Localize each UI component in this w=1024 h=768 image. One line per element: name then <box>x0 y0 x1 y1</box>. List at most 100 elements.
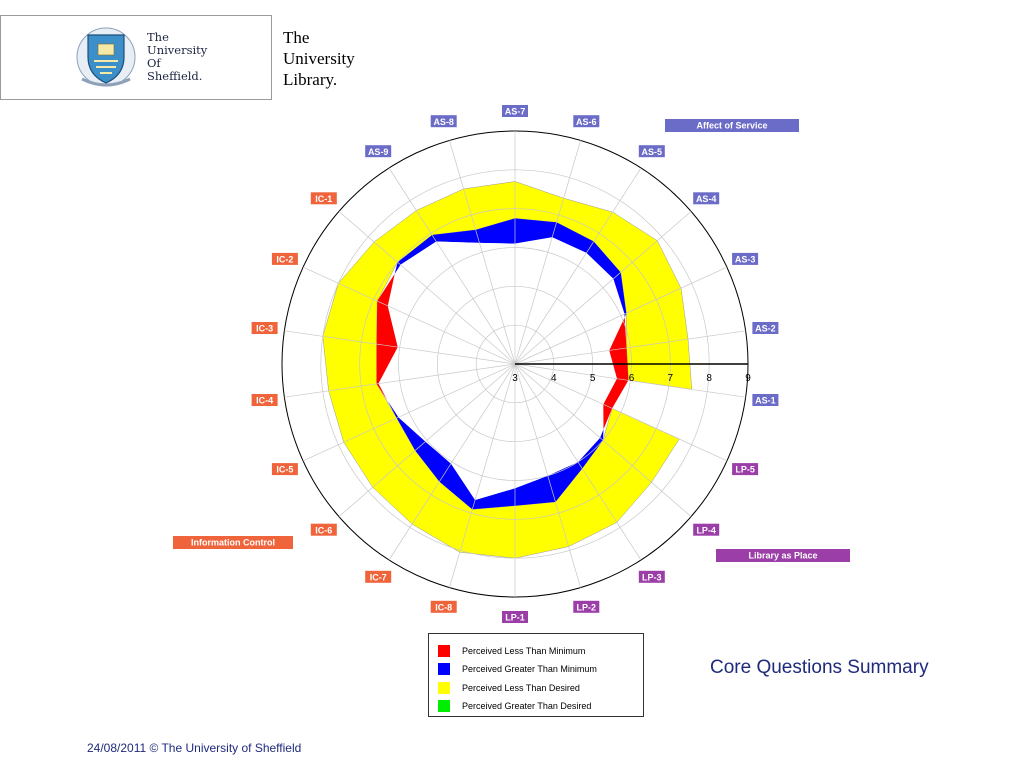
series-perceived-greater-than-minimum <box>624 313 627 318</box>
category-label-box <box>271 252 298 265</box>
radar-spoke <box>449 140 516 365</box>
category-label-box <box>430 600 457 613</box>
series-perceived-less-than-minimum <box>609 317 627 351</box>
category-label-box <box>638 145 665 158</box>
category-label: IC-4 <box>256 396 273 406</box>
radar-tick-label: 3 <box>512 373 518 384</box>
radar-tick-label: 7 <box>668 373 674 384</box>
series-perceived-greater-than-minimum <box>515 475 556 506</box>
category-label: AS-7 <box>505 107 526 117</box>
series-perceived-less-than-minimum <box>376 344 398 384</box>
category-label: AS-3 <box>735 255 756 265</box>
legend-label: Perceived Less Than Minimum <box>462 646 586 656</box>
series-perceived-greater-than-minimum <box>547 462 583 502</box>
radar-spoke <box>514 211 692 365</box>
series-perceived-greater-than-minimum <box>397 235 437 265</box>
radar-spoke <box>514 363 692 517</box>
category-label-box <box>251 322 278 334</box>
radar-tick-label: 6 <box>629 373 635 384</box>
category-label: AS-5 <box>642 147 663 157</box>
series-perceived-greater-than-minimum <box>439 463 476 510</box>
logo-line: Sheffield. <box>147 69 203 83</box>
library-title-line: The <box>283 28 310 47</box>
category-label-box <box>752 394 779 406</box>
category-label: LP-2 <box>577 602 597 612</box>
category-label-box <box>502 611 528 623</box>
category-label: IC-8 <box>435 602 452 612</box>
radar-spoke <box>338 211 516 365</box>
logo-line: The <box>147 30 169 44</box>
category-label: AS-4 <box>696 194 717 204</box>
series-perceived-greater-than-minimum <box>586 241 621 279</box>
series-perceived-greater-than-minimum <box>552 222 594 253</box>
radar-spoke <box>302 266 516 365</box>
university-logo-text: The University Of Sheffield. <box>147 31 207 83</box>
radar-spoke <box>388 363 516 561</box>
category-label: LP-5 <box>735 465 755 475</box>
category-label: IC-2 <box>276 255 293 265</box>
radar-spoke <box>449 363 516 588</box>
series-perceived-greater-than-minimum <box>387 400 399 418</box>
legend-swatch <box>438 663 450 675</box>
group-label: Affect of Service <box>696 121 767 131</box>
radar-spoke <box>514 363 581 588</box>
group-label-box <box>665 119 799 132</box>
category-label: LP-4 <box>696 525 716 535</box>
category-label: IC-6 <box>315 525 332 535</box>
series-perceived-greater-than-minimum <box>432 229 480 243</box>
category-label-box <box>638 570 665 583</box>
legend-swatch <box>438 645 450 657</box>
category-label-box <box>693 192 720 205</box>
category-label-box <box>430 115 457 128</box>
category-label: AS-9 <box>368 147 389 157</box>
series-perceived-less-than-minimum <box>376 301 398 348</box>
series-perceived-greater-than-minimum <box>396 417 426 451</box>
category-label-box <box>752 322 779 334</box>
radar-tick-label: 4 <box>551 373 557 384</box>
logo-line: Of <box>147 56 161 70</box>
category-label-box <box>693 523 720 536</box>
series-perceived-less-than-minimum <box>603 404 613 430</box>
shield-crest-icon <box>76 27 136 87</box>
category-label-box <box>251 394 278 406</box>
category-label: IC-3 <box>256 324 273 334</box>
group-label-box <box>173 536 293 549</box>
radar-spoke <box>514 167 642 365</box>
legend-label: Perceived Greater Than Minimum <box>462 664 597 674</box>
category-label-box <box>732 252 759 265</box>
category-label-box <box>310 523 337 536</box>
category-label: AS-8 <box>433 117 454 127</box>
library-title-line: University <box>283 49 355 68</box>
series-perceived-less-than-minimum <box>377 273 395 306</box>
series-perceived-greater-than-minimum <box>613 272 627 314</box>
radar-spoke <box>514 363 728 462</box>
radar-spoke <box>388 167 516 365</box>
category-label: LP-3 <box>642 572 662 582</box>
category-label: IC-7 <box>370 572 387 582</box>
radar-spoke <box>514 140 581 365</box>
slide-subtitle: Core Questions Summary <box>710 657 929 678</box>
footer-text: 24/08/2011 © The University of Sheffield <box>87 741 302 755</box>
category-label: AS-1 <box>755 396 776 406</box>
series-perceived-greater-than-minimum <box>600 429 604 441</box>
radar-spoke <box>514 330 746 365</box>
logo-line: University <box>147 43 208 57</box>
series-perceived-greater-than-minimum <box>415 441 451 482</box>
series-perceived-greater-than-minimum <box>394 262 401 274</box>
legend-swatch <box>438 682 450 694</box>
series-perceived-greater-than-minimum <box>515 218 557 244</box>
category-label-box <box>365 145 392 158</box>
category-label-box <box>573 115 600 128</box>
category-label-box <box>271 463 298 476</box>
legend-label: Perceived Less Than Desired <box>462 683 580 693</box>
legend-label: Perceived Greater Than Desired <box>462 701 592 711</box>
category-label-box <box>502 105 528 117</box>
group-label: Library as Place <box>748 551 817 561</box>
series-perceived-greater-than-minimum <box>472 488 515 510</box>
category-label-box <box>573 600 600 613</box>
library-title: The University Library. <box>283 27 355 90</box>
chart-legend: Perceived Less Than Minimum Perceived Gr… <box>428 633 644 717</box>
series-perceived-greater-than-minimum <box>475 218 515 244</box>
series-perceived-less-than-minimum <box>603 378 629 409</box>
